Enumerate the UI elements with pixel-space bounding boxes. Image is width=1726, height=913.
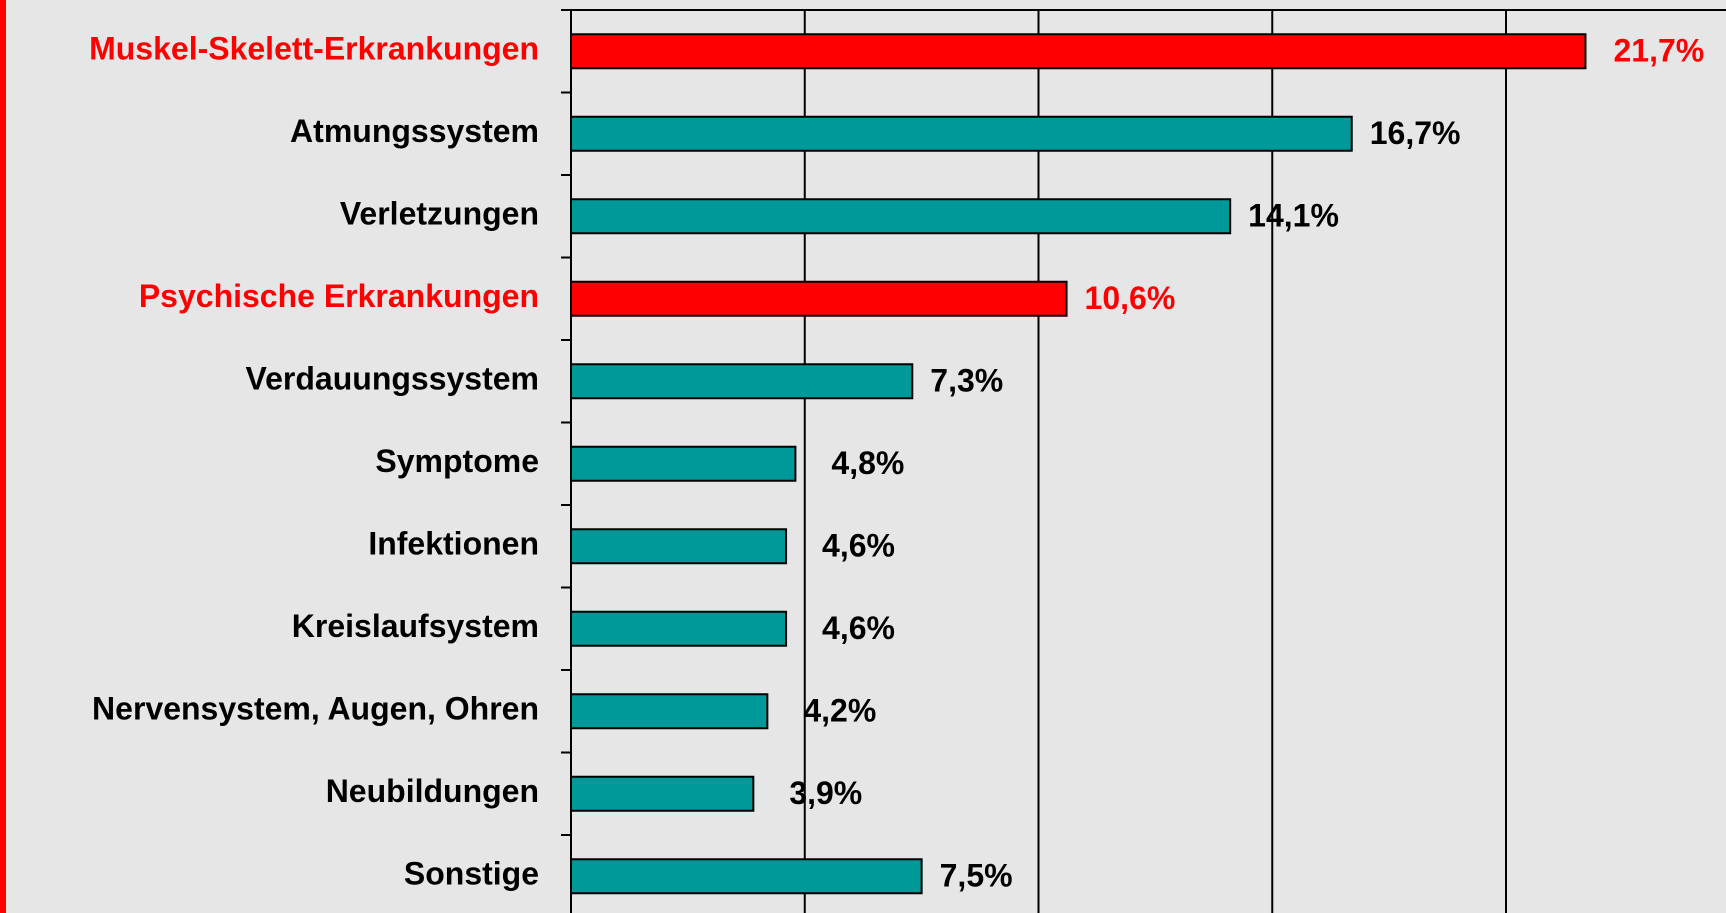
category-label: Infektionen bbox=[368, 526, 539, 562]
category-label: Nervensystem, Augen, Ohren bbox=[92, 691, 539, 727]
bar bbox=[570, 198, 1232, 235]
bar bbox=[570, 33, 1587, 70]
bar bbox=[570, 363, 914, 400]
category-label: Kreislaufsystem bbox=[292, 608, 539, 644]
value-label: 7,3% bbox=[930, 363, 1003, 399]
category-label: Verletzungen bbox=[340, 196, 539, 232]
value-label: 14,1% bbox=[1248, 198, 1339, 234]
category-label: Neubildungen bbox=[326, 773, 539, 809]
category-label: Muskel-Skelett-Erkrankungen bbox=[89, 31, 539, 67]
value-label: 4,6% bbox=[822, 610, 895, 646]
value-label: 3,9% bbox=[789, 775, 862, 811]
value-label: 4,6% bbox=[822, 528, 895, 564]
value-label: 10,6% bbox=[1085, 280, 1176, 316]
bar bbox=[570, 445, 797, 482]
value-label: 21,7% bbox=[1613, 33, 1704, 69]
category-label: Symptome bbox=[375, 443, 539, 479]
bar bbox=[570, 775, 755, 812]
bar bbox=[570, 610, 788, 647]
bar bbox=[570, 528, 788, 565]
category-label: Psychische Erkrankungen bbox=[139, 278, 539, 314]
side-stripe bbox=[0, 0, 6, 913]
category-label: Sonstige bbox=[404, 856, 539, 892]
value-label: 4,2% bbox=[803, 693, 876, 729]
bar bbox=[570, 115, 1353, 152]
value-label: 4,8% bbox=[831, 445, 904, 481]
bar bbox=[570, 280, 1068, 317]
category-label: Atmungssystem bbox=[290, 113, 539, 149]
value-label: 7,5% bbox=[940, 858, 1013, 894]
bar bbox=[570, 693, 769, 730]
bar bbox=[570, 858, 923, 895]
value-label: 16,7% bbox=[1370, 115, 1461, 151]
category-label: Verdauungssystem bbox=[246, 361, 539, 397]
